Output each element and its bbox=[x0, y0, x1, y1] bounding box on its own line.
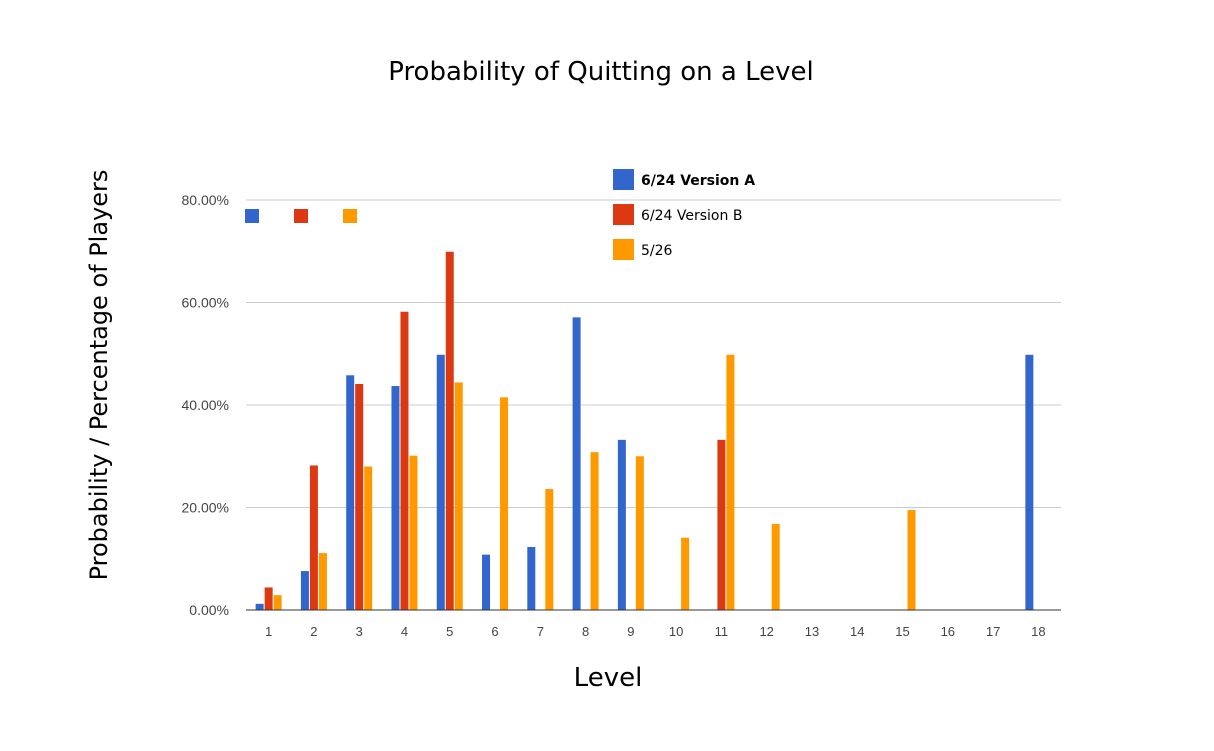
legend-swatches-top bbox=[245, 209, 357, 223]
bar bbox=[273, 595, 282, 610]
bar bbox=[409, 455, 418, 610]
gridlines bbox=[246, 199, 1061, 508]
legend: 6/24 Version A 6/24 Version B 5/26 bbox=[613, 169, 755, 260]
x-tick-label: 11 bbox=[715, 624, 729, 639]
bar bbox=[309, 465, 318, 610]
legend-swatch bbox=[613, 239, 634, 260]
x-tick-label: 14 bbox=[850, 624, 864, 639]
legend-swatch bbox=[613, 204, 634, 225]
bar bbox=[527, 546, 536, 610]
bar bbox=[681, 537, 690, 610]
bar bbox=[1025, 354, 1034, 610]
bar bbox=[907, 510, 916, 610]
bar bbox=[264, 587, 273, 610]
chart-title: Probability of Quitting on a Level bbox=[388, 57, 814, 87]
bar bbox=[500, 397, 509, 610]
y-tick-label: 0.00% bbox=[189, 602, 229, 618]
x-tick-label: 18 bbox=[1031, 624, 1045, 639]
bar bbox=[454, 382, 463, 610]
x-tick-label: 6 bbox=[491, 624, 498, 639]
legend-label: 5/26 bbox=[641, 243, 673, 259]
bar bbox=[617, 439, 626, 610]
x-tick-label: 5 bbox=[446, 624, 453, 639]
y-tick-label: 40.00% bbox=[182, 397, 229, 413]
x-tick-label: 13 bbox=[805, 624, 819, 639]
y-tick-label: 20.00% bbox=[182, 500, 229, 516]
bar bbox=[400, 311, 409, 610]
x-tick-label: 2 bbox=[310, 624, 317, 639]
legend-swatch-small bbox=[245, 209, 259, 223]
bar bbox=[255, 603, 264, 610]
bar bbox=[445, 251, 454, 610]
x-axis-label: Level bbox=[574, 663, 643, 693]
x-tick-label: 8 bbox=[582, 624, 589, 639]
legend-swatch bbox=[613, 169, 634, 190]
bars bbox=[255, 251, 1034, 610]
x-tick-label: 4 bbox=[401, 624, 408, 639]
y-axis-ticks: 0.00% 20.00% 40.00% 60.00% 80.00% bbox=[182, 192, 229, 618]
legend-swatch-small bbox=[343, 209, 357, 223]
bar bbox=[436, 354, 445, 610]
bar bbox=[545, 489, 554, 610]
bar bbox=[726, 354, 735, 610]
legend-swatch-small bbox=[294, 209, 308, 223]
bar bbox=[572, 317, 581, 610]
bar bbox=[318, 553, 327, 610]
bar bbox=[482, 554, 491, 610]
x-tick-label: 10 bbox=[669, 624, 683, 639]
x-tick-label: 12 bbox=[759, 624, 773, 639]
x-tick-label: 16 bbox=[941, 624, 955, 639]
bar bbox=[771, 523, 780, 610]
x-tick-label: 17 bbox=[986, 624, 1000, 639]
bar bbox=[391, 386, 400, 610]
x-axis-ticks: 1 2 3 4 5 6 7 8 9 10 11 12 13 14 15 16 17 18 bbox=[265, 624, 1046, 639]
bar bbox=[590, 452, 599, 610]
bar bbox=[717, 439, 726, 610]
y-tick-label: 80.00% bbox=[182, 192, 229, 208]
legend-label: 6/24 Version B bbox=[641, 208, 742, 224]
bar bbox=[635, 456, 644, 610]
y-tick-label: 60.00% bbox=[182, 295, 229, 311]
bar bbox=[300, 571, 309, 610]
bar bbox=[364, 466, 373, 610]
x-tick-label: 7 bbox=[537, 624, 544, 639]
y-axis-label: Probability / Percentage of Players bbox=[85, 170, 113, 581]
bar bbox=[346, 375, 355, 610]
x-tick-label: 1 bbox=[265, 624, 272, 639]
legend-label: 6/24 Version A bbox=[641, 173, 755, 189]
x-tick-label: 15 bbox=[895, 624, 909, 639]
x-tick-label: 3 bbox=[356, 624, 363, 639]
bar bbox=[355, 383, 364, 610]
x-tick-label: 9 bbox=[627, 624, 634, 639]
